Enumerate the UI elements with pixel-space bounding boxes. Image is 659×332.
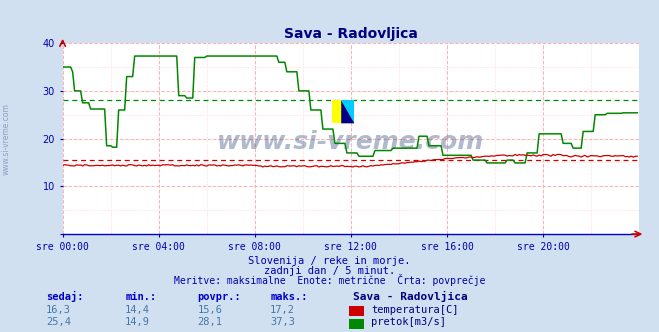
Text: temperatura[C]: temperatura[C] — [371, 305, 459, 315]
Text: www.si-vreme.com: www.si-vreme.com — [2, 104, 11, 175]
Text: 28,1: 28,1 — [198, 317, 223, 327]
Text: 14,9: 14,9 — [125, 317, 150, 327]
Text: pretok[m3/s]: pretok[m3/s] — [371, 317, 446, 327]
Text: 37,3: 37,3 — [270, 317, 295, 327]
Text: min.:: min.: — [125, 292, 156, 302]
Text: 15,6: 15,6 — [198, 305, 223, 315]
Text: zadnji dan / 5 minut.: zadnji dan / 5 minut. — [264, 266, 395, 276]
Text: 14,4: 14,4 — [125, 305, 150, 315]
Text: 17,2: 17,2 — [270, 305, 295, 315]
Text: povpr.:: povpr.: — [198, 292, 241, 302]
Text: sedaj:: sedaj: — [46, 291, 84, 302]
Polygon shape — [341, 101, 355, 124]
Polygon shape — [341, 101, 355, 124]
Text: 16,3: 16,3 — [46, 305, 71, 315]
Bar — [333, 101, 355, 124]
Title: Sava - Radovljica: Sava - Radovljica — [284, 27, 418, 41]
Text: Slovenija / reke in morje.: Slovenija / reke in morje. — [248, 256, 411, 266]
Text: Sava - Radovljica: Sava - Radovljica — [353, 291, 467, 302]
Text: 25,4: 25,4 — [46, 317, 71, 327]
Text: Meritve: maksimalne  Enote: metrične  Črta: povprečje: Meritve: maksimalne Enote: metrične Črta… — [174, 274, 485, 286]
Text: maks.:: maks.: — [270, 292, 308, 302]
Text: www.si-vreme.com: www.si-vreme.com — [217, 130, 484, 154]
